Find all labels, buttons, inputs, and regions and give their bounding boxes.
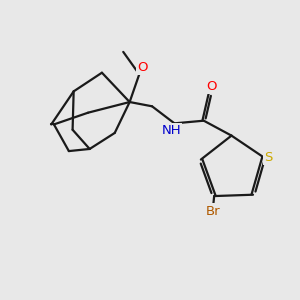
Text: NH: NH bbox=[161, 124, 181, 137]
Text: S: S bbox=[264, 151, 272, 164]
Text: Br: Br bbox=[206, 205, 220, 218]
Text: O: O bbox=[206, 80, 217, 93]
Text: O: O bbox=[137, 61, 148, 74]
